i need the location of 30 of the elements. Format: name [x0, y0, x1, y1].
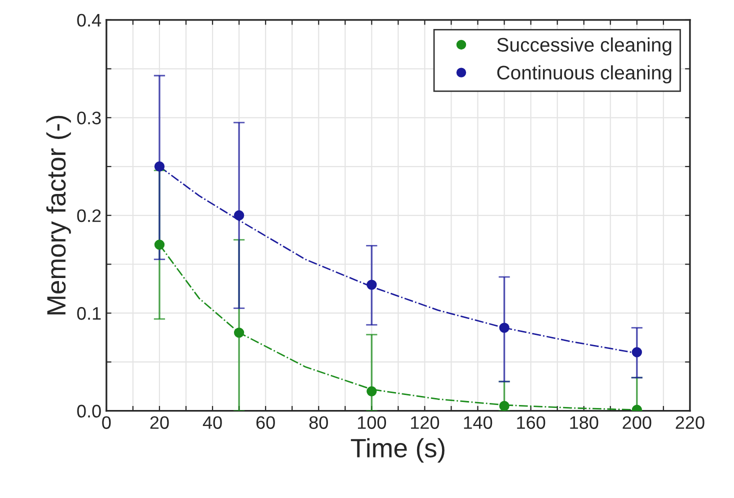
point [234, 328, 244, 338]
x-axis-title: Time (s) [350, 438, 444, 463]
x-tick-label: 220 [676, 416, 704, 429]
x-tick-label: 200 [622, 416, 652, 429]
point [499, 322, 510, 333]
point [632, 347, 642, 358]
x-tick-label: 180 [570, 416, 598, 429]
point [366, 386, 377, 396]
y-tick-label: 0.1 [77, 307, 101, 320]
x-tick-label: 100 [358, 416, 386, 429]
point [154, 161, 165, 172]
x-tick-label: 80 [309, 416, 328, 429]
point [234, 210, 244, 220]
y-tick-label: 0.2 [77, 209, 101, 222]
x-tick-label: 140 [464, 416, 492, 429]
point [154, 240, 165, 250]
x-tick-label: 20 [150, 416, 169, 429]
x-tick-label: 0 [102, 416, 111, 429]
point [366, 280, 377, 290]
x-tick-label: 120 [411, 416, 440, 429]
x-tick-label: 60 [256, 416, 275, 429]
y-tick-label: 0.4 [77, 14, 102, 27]
legend-label: Successive cleaning [497, 37, 672, 56]
y-tick-label: 0.0 [77, 404, 101, 418]
y-tick-label: 0.3 [77, 112, 101, 124]
point [499, 400, 510, 411]
x-tick-label: 40 [202, 416, 222, 429]
y-axis-title: Memory factor (-) [46, 116, 71, 314]
x-tick-label: 160 [517, 416, 546, 429]
legend-label: Continuous cleaning [497, 65, 672, 84]
